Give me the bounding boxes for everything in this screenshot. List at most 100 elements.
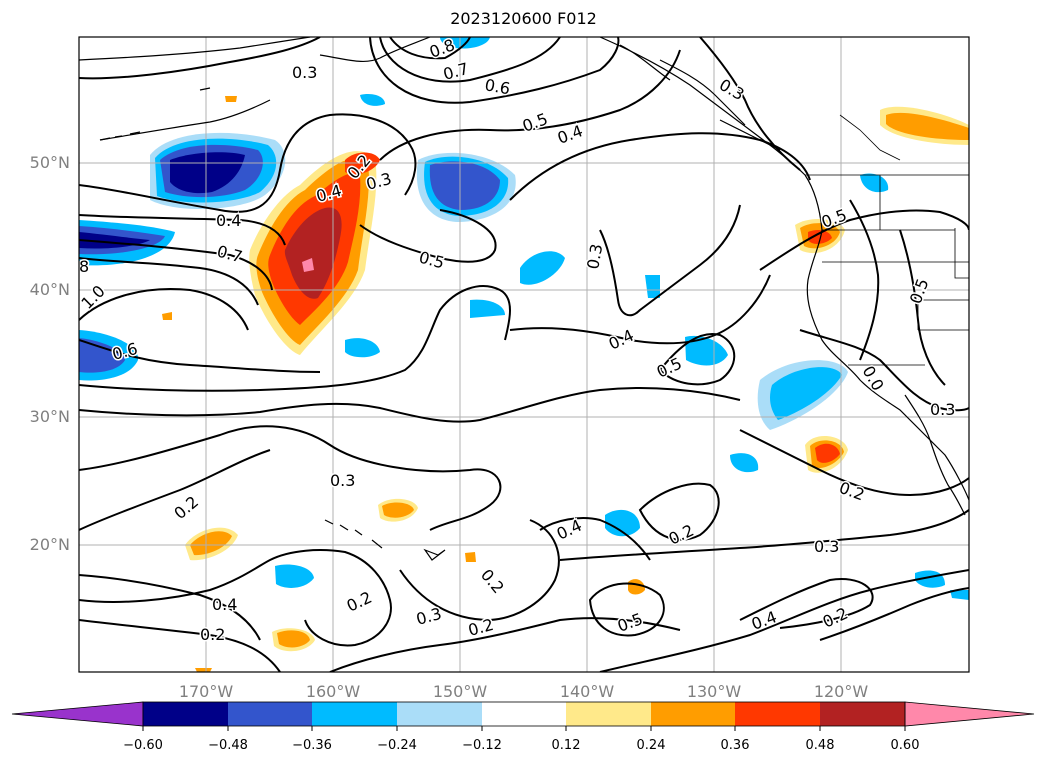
colorbar-bin bbox=[228, 702, 312, 726]
colorbar-tick-label: −0.60 bbox=[123, 738, 163, 753]
contour-e-3 bbox=[799, 329, 969, 412]
shade-neg-mid13 bbox=[360, 94, 385, 106]
shade-pos-ne-mid bbox=[886, 112, 969, 140]
contour-label: 0.3 bbox=[716, 75, 748, 104]
contour-lines bbox=[79, 37, 969, 672]
colorbar-bin bbox=[651, 702, 735, 726]
contour-0.3-s bbox=[79, 425, 502, 531]
contour-label: 0.6 bbox=[483, 75, 511, 98]
contour-west-long bbox=[79, 387, 741, 423]
contour-label: 0.5 bbox=[906, 276, 933, 306]
contour-label: 0.5 bbox=[819, 205, 849, 232]
colorbar-bin bbox=[482, 702, 566, 726]
colorbar-tick-label: 0.12 bbox=[551, 738, 581, 753]
colorbar-bin bbox=[312, 702, 397, 726]
shade-neg-gulf-core bbox=[170, 152, 245, 194]
shade-neg-mid5 bbox=[685, 335, 728, 366]
contour-label: 8 bbox=[79, 257, 89, 276]
contour-0.2-mid bbox=[638, 482, 720, 541]
shade-neg-mid12 bbox=[860, 173, 889, 193]
contour-0.7-arc bbox=[379, 37, 561, 83]
contour-0.2-e bbox=[819, 587, 969, 641]
contour-label: 0.4 bbox=[216, 211, 241, 230]
contour-0.8 bbox=[389, 37, 471, 60]
contour-label: 0.2 bbox=[344, 588, 375, 616]
contour-0.4-ne bbox=[509, 132, 811, 201]
contour-0.5-4 bbox=[379, 49, 681, 161]
coast-alaska bbox=[79, 37, 806, 176]
contour-label: 0.4 bbox=[749, 607, 779, 634]
contour-0.6-arc bbox=[369, 37, 620, 104]
contour-0.4-center bbox=[509, 274, 771, 345]
contour-0.3-east bbox=[699, 37, 801, 171]
contour-label: 0.5 bbox=[654, 354, 685, 382]
negative-anomaly-shading bbox=[79, 37, 969, 600]
contour-label: 0.2 bbox=[820, 604, 851, 632]
contour-e-5 bbox=[899, 229, 946, 386]
contour-e-2 bbox=[739, 429, 969, 497]
shade-neg-center-strong bbox=[429, 161, 500, 210]
contour-label: 0.5 bbox=[615, 609, 645, 636]
contour-e-4 bbox=[849, 199, 880, 361]
colorbar-tick-label: 0.36 bbox=[720, 738, 750, 753]
map-title: 2023120600 F012 bbox=[450, 9, 597, 28]
contour-0.5-mid bbox=[359, 209, 497, 263]
contour-0.4-west bbox=[79, 214, 286, 246]
contour-label: 0.3 bbox=[930, 400, 955, 419]
contour-label: 0.4 bbox=[212, 595, 237, 614]
gridlines bbox=[79, 37, 969, 672]
colorbar-tick-label: −0.36 bbox=[292, 738, 332, 753]
colorbar-bin bbox=[820, 702, 905, 726]
contour-label: 0.5 bbox=[520, 109, 550, 136]
shade-pos-central-darker bbox=[284, 207, 342, 299]
contour-label: 0.3 bbox=[292, 63, 317, 82]
lon-label: 150°W bbox=[432, 682, 488, 701]
lon-label: 120°W bbox=[813, 682, 869, 701]
contour-label: 0.0 bbox=[859, 363, 888, 395]
contour-0.5-loop bbox=[588, 582, 665, 637]
colorbar-tick-label: 0.48 bbox=[805, 738, 835, 753]
contour-0.4-sw bbox=[79, 574, 261, 641]
islands-aleutian bbox=[99, 87, 211, 141]
colorbar-bin bbox=[735, 702, 820, 726]
shade-pos-west-mid bbox=[190, 531, 232, 556]
contour-label: 0.2 bbox=[477, 565, 508, 597]
contour-label: 0.4 bbox=[554, 516, 585, 544]
shade-neg-sw-strong bbox=[79, 338, 125, 373]
shade-neg-mid8 bbox=[605, 509, 640, 537]
contour-loop-nw bbox=[79, 113, 417, 213]
contour-label: 0.2 bbox=[666, 521, 697, 549]
colorbar-extend-low bbox=[11, 701, 144, 727]
lon-label: 140°W bbox=[559, 682, 615, 701]
map-frame bbox=[78, 36, 970, 673]
colorbar-tick-label: −0.48 bbox=[208, 738, 248, 753]
contour-label: 0.5 bbox=[417, 248, 447, 273]
shade-pos-hawaii-n-mid bbox=[382, 502, 414, 518]
colorbar-tick-label: 0.60 bbox=[890, 738, 920, 753]
contour-0.3-east-s bbox=[559, 509, 969, 561]
lat-label: 50°N bbox=[29, 153, 70, 172]
islands-hawaii bbox=[324, 519, 446, 561]
contour-big-loop bbox=[79, 285, 511, 392]
shade-pos-small3 bbox=[162, 312, 172, 320]
shade-neg-mid9 bbox=[275, 564, 314, 588]
positive-anomaly-shading bbox=[162, 96, 969, 672]
colorbar-bin bbox=[566, 702, 651, 726]
lat-label: 40°N bbox=[29, 280, 70, 299]
colorbar-tick-label: −0.12 bbox=[462, 738, 502, 753]
colorbar-tick-label: 0.24 bbox=[636, 738, 666, 753]
lat-label: 30°N bbox=[29, 407, 70, 426]
shade-neg-mid3 bbox=[645, 275, 660, 298]
shade-pos-small5 bbox=[195, 668, 212, 672]
contour-label: 0.3 bbox=[814, 537, 839, 556]
contour-label: 0.4 bbox=[606, 326, 637, 354]
contour-label: 0.7 bbox=[215, 242, 245, 267]
lon-label: 170°W bbox=[178, 682, 234, 701]
coastlines bbox=[79, 37, 969, 561]
contour-label: 0.2 bbox=[170, 492, 202, 523]
contour-east-lines bbox=[599, 569, 969, 672]
contour-0.4-e bbox=[739, 578, 874, 629]
shade-pos-small4 bbox=[225, 96, 237, 102]
shade-pos-sw-coast-strong bbox=[815, 443, 840, 463]
shade-pos-central-peak bbox=[302, 258, 314, 272]
